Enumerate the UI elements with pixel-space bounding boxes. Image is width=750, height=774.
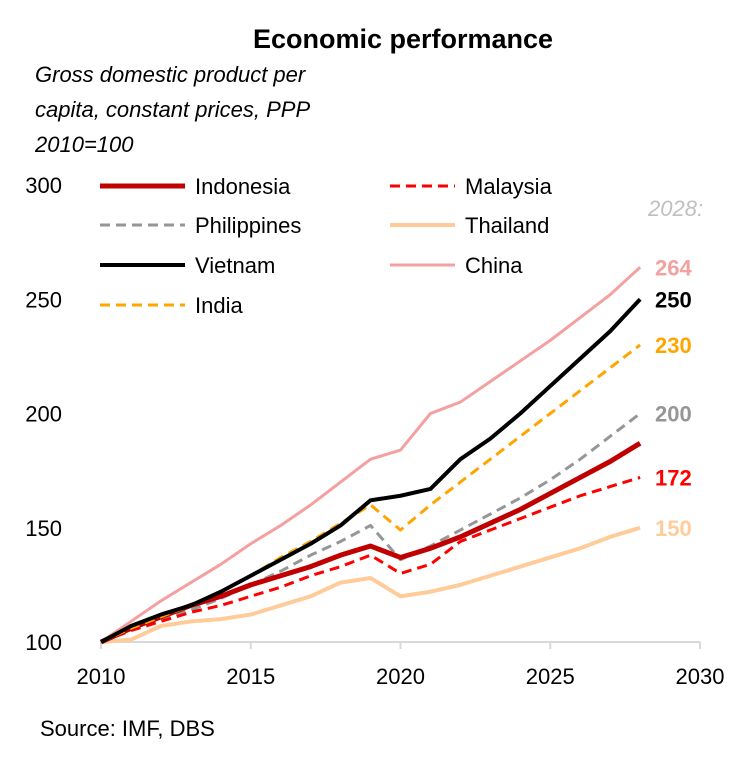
y-tick-label: 100 xyxy=(25,630,62,655)
chart-subtitle-1: Gross domestic product per xyxy=(35,62,307,87)
x-tick-label: 2025 xyxy=(526,664,575,689)
series-line-vietnam xyxy=(100,297,642,644)
x-tick-label: 2030 xyxy=(676,664,725,689)
legend-label-india: India xyxy=(195,293,243,318)
y-tick-label: 200 xyxy=(25,402,62,427)
series-line-malaysia xyxy=(100,476,641,644)
y-tick-label: 250 xyxy=(25,287,62,312)
y-tick-label: 300 xyxy=(25,173,62,198)
end-label-vietnam: 250 xyxy=(655,287,692,312)
chart-subtitle-2: capita, constant prices, PPP xyxy=(35,97,310,122)
x-tick-label: 2010 xyxy=(77,664,126,689)
legend-label-indonesia: Indonesia xyxy=(195,174,291,199)
series-line-philippines xyxy=(100,412,642,644)
chart-title: Economic performance xyxy=(253,24,553,54)
legend-label-china: China xyxy=(465,253,523,278)
legend-label-philippines: Philippines xyxy=(195,213,301,238)
legend-label-malaysia: Malaysia xyxy=(465,174,553,199)
chart-subtitle-3: 2010=100 xyxy=(34,132,134,157)
y-tick-label: 150 xyxy=(25,516,62,541)
end-label-india: 230 xyxy=(655,333,692,358)
series-line-china xyxy=(100,266,642,644)
legend-label-thailand: Thailand xyxy=(465,213,549,238)
end-label-philippines: 200 xyxy=(655,402,692,427)
legend-label-vietnam: Vietnam xyxy=(195,253,275,278)
series-line-india xyxy=(100,343,642,644)
end-label-header: 2028: xyxy=(647,196,703,221)
end-label-china: 264 xyxy=(655,255,692,280)
x-tick-label: 2015 xyxy=(226,664,275,689)
end-label-malaysia: 172 xyxy=(655,465,692,490)
source-note: Source: IMF, DBS xyxy=(40,716,215,741)
end-label-thailand: 150 xyxy=(655,516,692,541)
series-line-thailand xyxy=(100,525,641,644)
x-tick-label: 2020 xyxy=(376,664,425,689)
